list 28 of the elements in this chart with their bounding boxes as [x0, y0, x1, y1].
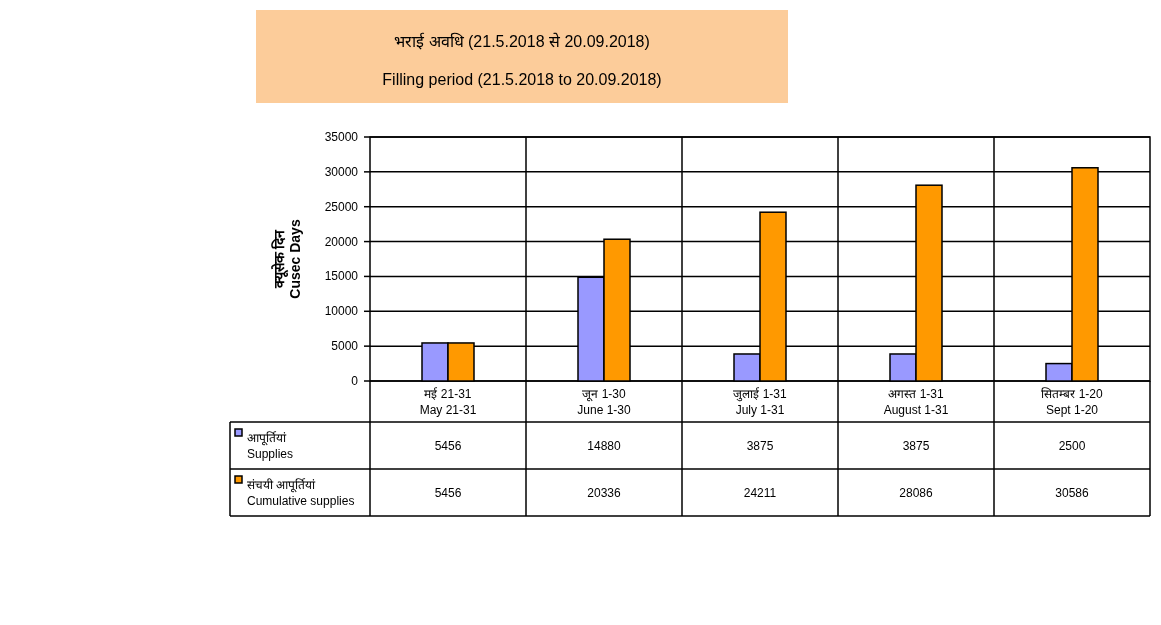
y-tick-label: 30000: [324, 164, 359, 179]
legend-label: संचयी आपूर्तियां Cumulative supplies: [247, 478, 355, 508]
x-tick-label: सितम्बर 1-20 Sept 1-20: [1041, 387, 1103, 417]
data-label: 14880: [587, 439, 622, 453]
chart-subtitle: Filling period (21.5.2018 to 20.09.2018): [382, 71, 662, 88]
y-tick-label: 20000: [324, 234, 359, 249]
data-label: 3875: [902, 439, 930, 453]
chart-title: भराई अवधि (21.5.2018 से 20.09.2018): [394, 32, 650, 50]
x-tick-label: मई 21-31 May 21-31: [419, 387, 477, 417]
data-label: 30586: [1055, 486, 1090, 500]
data-label: 20336: [587, 486, 622, 500]
legend-label: आपूर्तियां Supplies: [247, 431, 294, 461]
y-tick-label: 0: [351, 374, 359, 388]
data-label: 5456: [434, 486, 462, 500]
x-tick-label: जुलाई 1-31 July 1-31: [733, 387, 787, 417]
x-tick-label: अगस्त 1-31 August 1-31: [883, 387, 949, 417]
y-tick-label: 15000: [324, 269, 359, 284]
y-tick-label: 25000: [324, 199, 359, 214]
y-axis-title: क्यूसेक दिन Cusec Days: [271, 219, 303, 299]
data-label: 3875: [746, 439, 774, 453]
y-tick-label: 5000: [331, 339, 359, 354]
y-tick-label: 10000: [324, 304, 359, 319]
y-tick-label: 35000: [324, 130, 359, 144]
data-label: 5456: [434, 439, 462, 453]
data-label: 28086: [899, 486, 934, 500]
data-label: 24211: [743, 486, 777, 500]
data-label: 2500: [1058, 439, 1086, 453]
x-tick-label: जून 1-30 June 1-30: [577, 387, 632, 417]
